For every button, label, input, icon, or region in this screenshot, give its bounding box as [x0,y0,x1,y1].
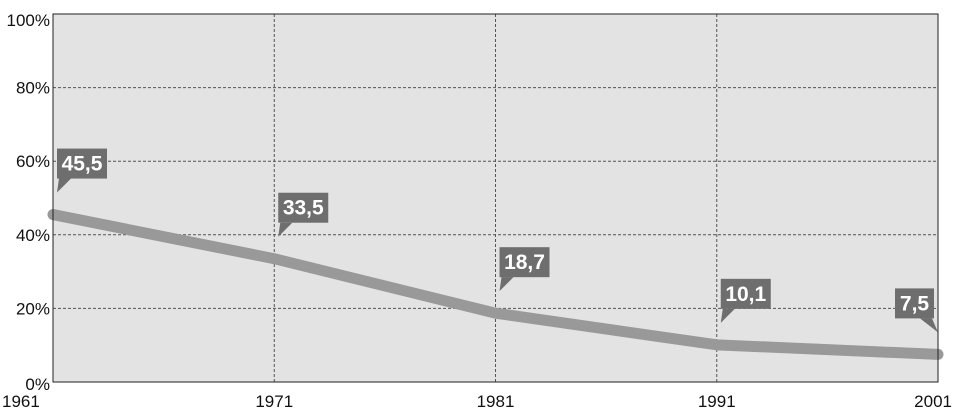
data-label-box [278,192,329,223]
data-label: 18,7 [499,247,550,292]
series-line [47,209,944,360]
data-label-pointer [499,277,514,292]
y-tick-label: 80% [16,79,50,98]
x-tick-label: 1991 [698,392,736,411]
data-label-pointer [57,178,71,193]
plot-frame [52,13,939,383]
y-tick-label: 100% [7,11,50,30]
y-tick-label: 20% [16,299,50,318]
data-label-text: 33,5 [283,197,324,220]
x-tick-label: 1961 [2,392,40,411]
y-tick-label: 40% [16,226,50,245]
data-label-pointer [720,308,735,323]
grid-lines [53,14,938,382]
y-tick-label: 0% [25,375,50,394]
data-label-text: 7,5 [900,292,930,315]
x-tick-label: 1981 [477,392,515,411]
series-layer [47,209,944,360]
y-axis-ticks: 0% 20% 40% 60% 80% 100% [7,11,50,394]
data-label-text: 18,7 [504,251,545,274]
y-tick-label: 60% [16,152,50,171]
data-labels: 45,5 33,5 18,7 10,1 7,5 [57,148,938,333]
data-label-text: 45,5 [62,153,103,176]
data-label: 45,5 [57,148,107,193]
x-tick-label: 1971 [255,392,293,411]
data-label-box [499,247,550,278]
data-label-box [895,288,934,319]
data-label-box [57,148,107,179]
data-label-pointer [278,222,293,237]
data-label: 33,5 [278,192,329,237]
data-label-box [720,278,771,309]
data-label-text: 10,1 [725,283,766,306]
data-label: 10,1 [720,278,771,323]
data-label: 7,5 [895,288,938,333]
x-axis-ticks: 1961 1971 1981 1991 2001 [2,392,952,411]
x-tick-label: 2001 [914,392,952,411]
data-label-pointer [920,318,938,333]
